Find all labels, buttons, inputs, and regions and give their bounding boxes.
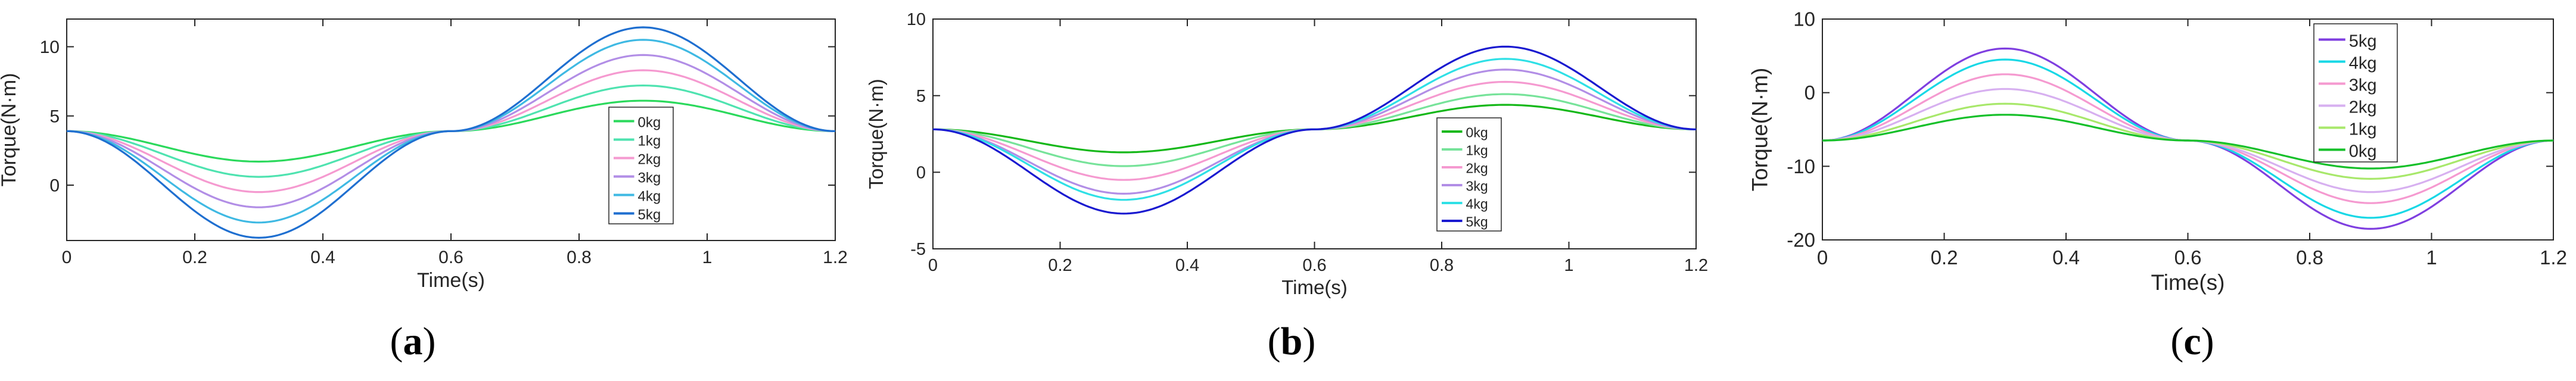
chart-panel-b: 0 0.2 0.4 0.6 0.8 1 1.2-50510Time(s)Torque(N·m… [865, 10, 1708, 363]
series-line-5kg [932, 45, 1697, 215]
legend-entry: 2kg [2349, 98, 2377, 117]
series-line-0kg [1822, 114, 2554, 170]
legend: 5kg 4kg 3kg 2kg 1kg 0kg [2313, 23, 2398, 163]
legend-entry: 5kg [2349, 32, 2377, 51]
y-tick-label: 0 [49, 176, 60, 196]
legend-entry: 1kg [638, 133, 661, 149]
legend: 0kg 1kg 2kg 3kg 4kg 5kg [1436, 117, 1502, 232]
panel-caption: (c) [2170, 320, 2214, 363]
chart-panel-a: 0 0.2 0.4 0.6 0.8 1 1.2 0 5 10 Time(s) Torque(N·m) 0… [0, 18, 848, 363]
legend-entry: 0kg [2349, 142, 2377, 161]
panel-caption: (a) [390, 320, 436, 363]
legend-box [2313, 23, 2398, 163]
x-tick-label: 1.2 [2540, 246, 2567, 268]
legend-entry: 0kg [638, 114, 661, 130]
legend: 0kg 1kg 2kg 3kg 4kg 5kg [608, 107, 674, 224]
x-tick-label: 0.8 [567, 248, 592, 267]
x-tick-label: 0 [928, 256, 938, 275]
legend-entry: 3kg [638, 170, 661, 186]
y-axis-label: Torque(N·m) [0, 73, 20, 187]
x-tick-label: 0.2 [182, 248, 207, 267]
plot-area [66, 18, 836, 241]
x-tick-label: 0.6 [1302, 256, 1326, 275]
x-axis-label: Time(s) [1281, 276, 1348, 298]
legend-entry: 2kg [1466, 161, 1488, 176]
legend-entry: 3kg [2349, 76, 2377, 95]
x-tick-label: 1.2 [823, 248, 848, 267]
x-tick-label: 0.4 [310, 248, 335, 267]
x-tick-label: 1 [1564, 256, 1573, 275]
chart-panel-c: 0 0.2 0.4 0.6 0.8 1 1.2 -20 -10 0 10 Time(s) Torque(… [1747, 8, 2567, 363]
y-tick-label: 10 [1793, 8, 1815, 30]
legend-entry: 5kg [638, 207, 661, 223]
y-tick-label: 0 [1805, 82, 1815, 104]
x-tick-label: 0.2 [1048, 256, 1072, 275]
legend-box [608, 107, 674, 224]
y-tick-label: 10 [907, 10, 926, 29]
x-tick-label: 0.4 [2052, 246, 2080, 268]
x-tick-label: 1 [2426, 246, 2437, 268]
legend-entry: 4kg [2349, 54, 2377, 73]
x-tick-label: 0.6 [2174, 246, 2202, 268]
y-tick-label: 10 [40, 38, 60, 57]
x-tick-label: 1 [702, 248, 713, 267]
x-tick-label: 0.6 [438, 248, 463, 267]
y-tick-label: 5 [49, 107, 60, 126]
y-axis-label: Torque(N·m) [865, 79, 887, 189]
y-tick-label: -10 [1787, 155, 1815, 177]
panel-caption: (b) [1268, 320, 1316, 363]
x-tick-label: 0.8 [2296, 246, 2323, 268]
x-axis-label: Time(s) [2151, 270, 2225, 295]
legend-entry: 4kg [638, 188, 661, 204]
y-tick-label: -20 [1787, 229, 1815, 251]
y-tick-label: 5 [916, 87, 926, 106]
legend-entry: 2kg [638, 151, 661, 167]
x-tick-label: 0 [62, 248, 72, 267]
y-tick-label: 0 [916, 163, 926, 182]
legend-entry: 4kg [1466, 196, 1488, 212]
x-tick-label: 0.8 [1430, 256, 1454, 275]
legend-entry: 0kg [1466, 125, 1488, 140]
x-tick-label: 0.2 [1931, 246, 1958, 268]
legend-entry: 5kg [1466, 214, 1488, 230]
x-tick-label: 1.2 [1684, 256, 1708, 275]
y-axis-label: Torque(N·m) [1747, 68, 1772, 192]
plot-area [932, 18, 1697, 249]
legend-box [1436, 117, 1502, 232]
legend-entry: 1kg [1466, 143, 1488, 158]
x-axis-label: Time(s) [417, 269, 485, 292]
legend-entry: 3kg [1466, 179, 1488, 194]
y-tick-label: -5 [910, 240, 926, 259]
x-tick-label: 0.4 [1175, 256, 1199, 275]
plot-area [1822, 18, 2554, 241]
legend-entry: 1kg [2349, 120, 2377, 139]
x-tick-label: 0 [1817, 246, 1828, 268]
series-line-5kg [66, 26, 836, 239]
